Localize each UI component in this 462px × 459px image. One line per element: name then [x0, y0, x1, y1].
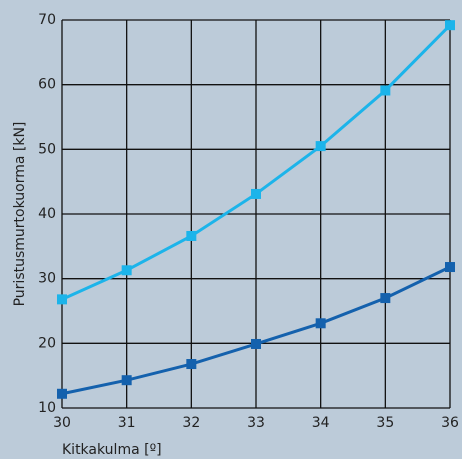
x-tick-label: 32 — [182, 415, 200, 431]
point-marker — [380, 293, 391, 304]
y-axis-label: Puristusmurtokuorma [kN] — [12, 122, 28, 307]
y-tick-label: 60 — [38, 77, 56, 93]
point-marker — [251, 188, 261, 199]
point-marker — [57, 294, 67, 305]
x-tick-label: 31 — [118, 415, 136, 431]
y-tick-label: 70 — [38, 12, 56, 28]
point-marker — [315, 141, 326, 152]
y-tick-label: 50 — [38, 141, 56, 157]
point-marker — [445, 262, 455, 273]
x-tick-label: 34 — [312, 415, 330, 431]
y-tick-label: 10 — [38, 400, 56, 416]
point-marker — [380, 85, 391, 96]
point-marker — [121, 265, 132, 276]
y-tick-label: 40 — [38, 206, 56, 222]
x-tick-label: 36 — [441, 415, 459, 431]
x-tick-label: 33 — [247, 415, 265, 431]
y-tick-label: 20 — [38, 335, 56, 351]
point-marker — [186, 359, 197, 370]
x-tick-label: 35 — [376, 415, 394, 431]
x-tick-label: 30 — [53, 415, 71, 431]
point-marker — [251, 338, 261, 349]
point-marker — [186, 230, 197, 241]
point-marker — [315, 318, 326, 329]
point-marker — [121, 375, 132, 386]
x-axis-label: Kitkakulma [º] — [62, 442, 162, 458]
point-marker — [445, 20, 455, 31]
point-marker — [57, 388, 67, 399]
y-tick-label: 30 — [38, 271, 56, 287]
